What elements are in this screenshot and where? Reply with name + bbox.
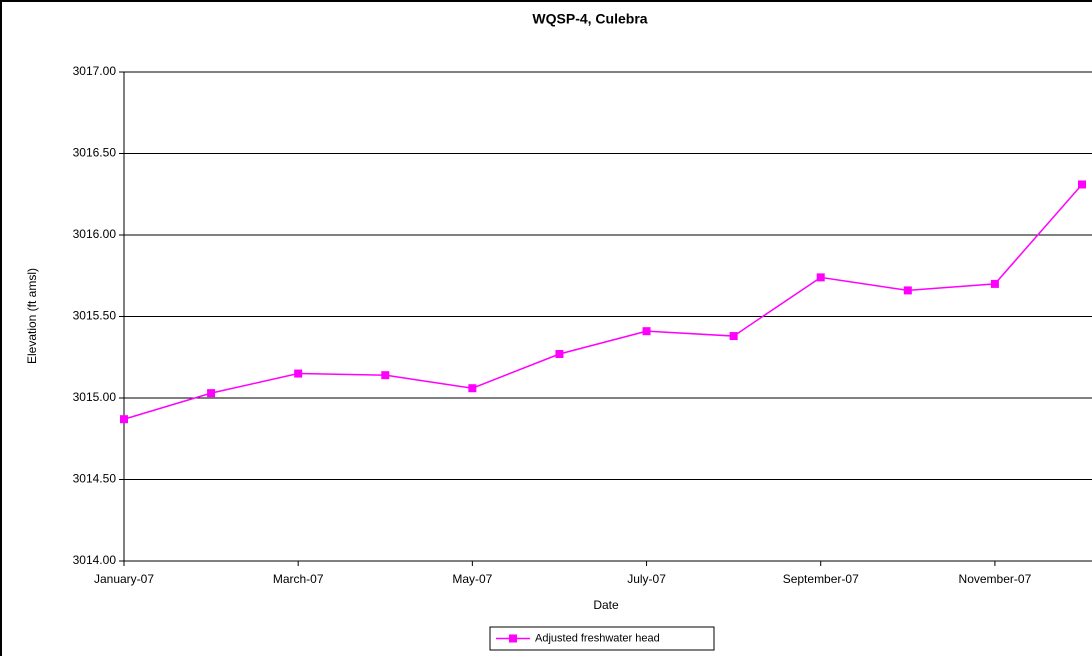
point-marker [120,415,128,424]
series-line [123,183,1083,420]
y-tick-label: 3016.50 [73,146,117,160]
x-tick-label: March-07 [273,572,324,586]
y-tick-label: 3014.50 [73,472,117,486]
point-marker [207,389,216,398]
point-marker [990,279,999,288]
point-marker [555,349,564,358]
legend-marker [509,634,517,643]
point-marker [1078,180,1086,189]
x-tick-label: July-07 [627,572,666,586]
x-tick-label: January-07 [94,572,154,586]
point-marker [468,384,477,393]
legend-box [489,626,715,651]
legend-label: Adjusted freshwater head [535,632,660,644]
point-marker [642,327,651,336]
point-marker [816,273,825,282]
y-tick-label: 3016.00 [73,227,117,241]
point-marker [903,286,912,295]
x-tick-label: May-07 [452,572,492,586]
chart-title: WQSP-4, Culebra [532,11,647,27]
point-marker [381,371,390,380]
x-axis-label: Date [593,598,619,612]
y-tick-label: 3014.00 [73,553,117,567]
point-marker [294,369,303,378]
x-tick-label: November-07 [959,572,1032,586]
y-tick-label: 3015.50 [73,309,117,323]
x-tick-label: September-07 [783,572,859,586]
y-tick-label: 3015.00 [73,390,117,404]
y-tick-label: 3017.00 [73,64,117,78]
y-axis-label: Elevation (ft amsl) [25,268,39,364]
point-marker [729,332,738,341]
